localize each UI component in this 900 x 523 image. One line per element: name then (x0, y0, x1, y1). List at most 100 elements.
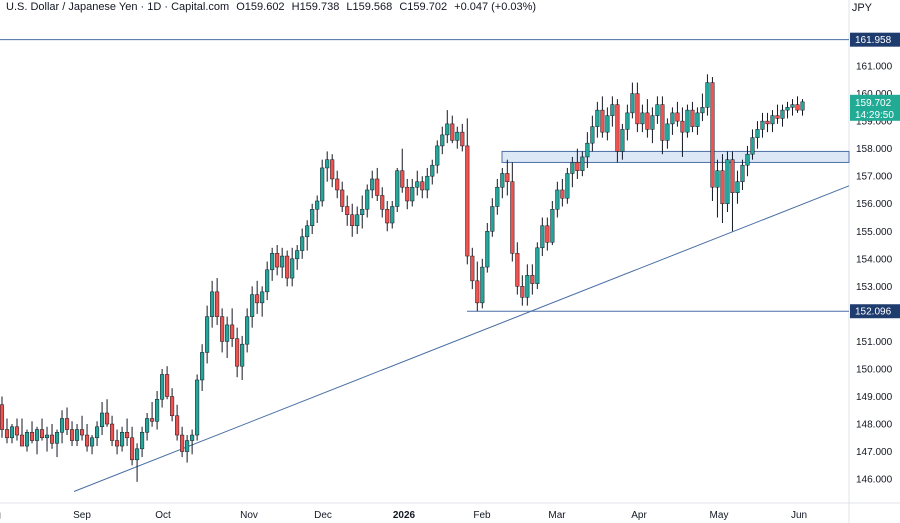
candle-body (680, 120, 685, 133)
low-value: L159.568 (346, 1, 393, 13)
candle-body (115, 440, 120, 447)
y-tick-label: 160.000 (856, 89, 893, 100)
candle-body (645, 112, 650, 130)
candle-body (525, 275, 530, 298)
candle-body (615, 104, 620, 152)
candle-body (555, 189, 560, 210)
candle-body (150, 418, 155, 422)
candle-body (64, 418, 70, 430)
y-tick-label: 156.000 (856, 199, 893, 210)
candle-body (740, 164, 745, 182)
candle-body (530, 275, 535, 284)
x-tick-label: Mar (548, 510, 566, 521)
y-tick-label: 148.000 (856, 420, 893, 431)
candle-body (280, 255, 285, 268)
candle-body (69, 429, 75, 441)
candle-body (100, 412, 105, 428)
candle-body (110, 423, 115, 441)
close-value: C159.702 (399, 1, 448, 13)
candle-body (380, 195, 385, 210)
candle-body (690, 109, 695, 127)
candle-body (460, 131, 465, 147)
candle-body (175, 415, 180, 436)
candle-body (480, 266, 485, 304)
open-value: O159.602 (236, 1, 285, 13)
candle-body (570, 162, 575, 174)
candle-body (580, 156, 585, 171)
candle-body (515, 253, 520, 287)
symbol-title: U.S. Dollar / Japanese Yen · 1D · Capita… (6, 1, 230, 13)
candle-body (780, 109, 785, 119)
y-tick-label: 158.000 (856, 144, 893, 155)
candle-body (350, 214, 355, 227)
candle-body (715, 170, 720, 188)
candle-body (190, 434, 195, 441)
candle-body (455, 131, 460, 141)
candle-body (720, 170, 725, 204)
candle-body (625, 112, 630, 130)
candle-body (370, 178, 375, 191)
candle-body (635, 93, 640, 125)
candle-body (755, 129, 760, 138)
level-label: 152.096 (855, 307, 892, 318)
candle-body (730, 159, 735, 193)
candle-body (790, 104, 795, 108)
candle-body (240, 343, 245, 367)
candle-body (14, 426, 20, 436)
candle-body (620, 129, 625, 152)
candle-body (650, 115, 655, 130)
candle-body (400, 170, 405, 188)
candle-body (800, 101, 805, 111)
candle-body (590, 126, 595, 144)
candle-body (29, 432, 35, 441)
currency-label: JPY (851, 2, 872, 14)
candle-body (145, 418, 150, 433)
candle-body (285, 255, 290, 279)
x-tick-label: Oct (155, 510, 171, 521)
level-label-bg (850, 304, 900, 319)
y-tick-label: 149.000 (856, 392, 893, 403)
candle-body (595, 109, 600, 127)
y-tick-label: 155.000 (856, 227, 893, 238)
candle-body (685, 109, 690, 133)
candle-body (365, 189, 370, 210)
candle-body (705, 82, 710, 108)
candle-body (230, 324, 235, 339)
candle-body (225, 324, 230, 342)
candle-body (725, 159, 730, 204)
candle-body (675, 112, 680, 122)
candle-body (140, 432, 145, 450)
candle-body (655, 104, 660, 116)
current-price-bg (850, 94, 900, 121)
candle-body (575, 162, 580, 171)
candle-body (550, 208, 555, 243)
candle-body (665, 123, 670, 141)
candle-body (195, 379, 200, 436)
candle-body (245, 316, 250, 345)
candle-body (270, 253, 275, 271)
candle-body (19, 434, 25, 447)
candle-body (155, 398, 160, 422)
x-tick-label: Nov (240, 510, 258, 521)
candle-body (735, 181, 740, 193)
y-tick-label: 147.000 (856, 447, 893, 458)
candle-body (640, 112, 645, 125)
candle-body (795, 104, 800, 111)
y-tick-label: 151.000 (856, 337, 893, 348)
candle-body (545, 225, 550, 243)
x-tick-label: Aug (0, 510, 1, 521)
candle-body (535, 247, 540, 284)
candle-body (420, 181, 425, 191)
y-tick-label: 161.000 (856, 62, 893, 73)
candle-body (425, 175, 430, 191)
candle-body (475, 280, 480, 304)
candle-body (120, 432, 125, 447)
candle-body (290, 258, 295, 279)
candle-body (105, 412, 110, 425)
candle-body (135, 448, 140, 461)
candle-body (355, 214, 360, 227)
candle-body (495, 186, 500, 207)
candle-body (125, 432, 130, 439)
candle-body (410, 186, 415, 202)
